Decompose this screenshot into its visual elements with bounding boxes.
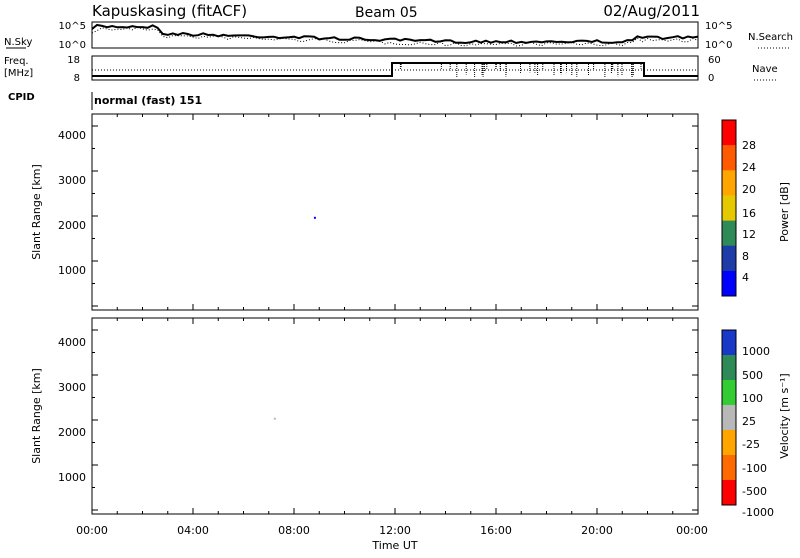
xtick-2: 08:00 (278, 524, 310, 537)
power-colorbar-box (722, 220, 736, 247)
xtick-4: 16:00 (480, 524, 512, 537)
velocity-colorbar-box (722, 430, 736, 456)
power-cb-tick-8: 8 (742, 250, 749, 263)
velocity-colorbar-box (722, 455, 736, 481)
power-colorbar-box (722, 195, 736, 221)
power-axis-ticks (91, 114, 699, 310)
noise-left-tick-top: 10^5 (59, 21, 86, 32)
power-ytick-1000: 1000 (58, 264, 86, 277)
power-cb-tick-28: 28 (742, 139, 756, 152)
velocity-ytick-2000: 2000 (58, 426, 86, 439)
power-cb-tick-16: 16 (742, 207, 756, 220)
velocity-colorbar-boxes (722, 330, 736, 506)
freq-label-line1: Freq. (4, 56, 29, 67)
noise-panel: N.Sky 10^5 10^0 10^5 10^0 N.Search (4, 21, 793, 51)
noise-right-tick-bottom: 10^0 (705, 40, 732, 51)
freq-line (92, 62, 698, 77)
power-colorbar-box (722, 245, 736, 272)
power-cb-tick-4: 4 (742, 271, 749, 284)
velocity-ylabel: Slant Range [km] (30, 368, 43, 464)
velocity-cell (273, 417, 276, 420)
nave-tick-bottom: 0 (708, 73, 714, 84)
velocity-cb-tick-neg500: -500 (742, 485, 767, 498)
noise-search-label: N.Search (748, 32, 793, 43)
nave-drops (399, 64, 642, 78)
power-panel: Slant Range [km] 4000 3000 2000 1000 (30, 113, 699, 311)
velocity-cb-tick-1000: 1000 (742, 345, 770, 358)
velocity-panel: Slant Range [km] 4000 3000 2000 1000 (30, 317, 699, 515)
velocity-colorbar-title: Velocity [m s⁻¹] (778, 373, 791, 458)
freq-label-line2: [MHz] (4, 68, 33, 79)
freq-tick-top: 18 (67, 55, 80, 66)
power-colorbar-box (722, 170, 736, 196)
power-heatmap (313, 216, 316, 219)
power-cell (313, 216, 316, 219)
velocity-colorbar: 1000 500 100 25 -25 -100 -500 -1000 Velo… (721, 329, 791, 519)
noise-left-tick-bottom: 10^0 (59, 40, 86, 51)
velocity-cb-tick-neg1000: -1000 (742, 506, 774, 519)
noise-search-line (91, 26, 699, 47)
velocity-cb-tick-25: 25 (742, 415, 756, 428)
velocity-colorbar-box (722, 480, 736, 506)
date-label: 02/Aug/2011 (603, 2, 700, 20)
power-colorbar-box (722, 145, 736, 171)
power-colorbar-title: Power [dB] (778, 182, 791, 242)
freq-tick-bottom: 8 (74, 73, 80, 84)
velocity-ytick-3000: 3000 (58, 381, 86, 394)
power-ylabel: Slant Range [km] (30, 164, 43, 260)
velocity-panel-bg (92, 318, 698, 514)
velocity-cb-tick-500: 500 (742, 369, 763, 382)
velocity-heatmap (273, 417, 276, 420)
velocity-cb-tick-neg25: -25 (742, 438, 760, 451)
power-ytick-3000: 3000 (58, 174, 86, 187)
velocity-axis-ticks (91, 318, 699, 514)
velocity-colorbar-box (722, 330, 736, 356)
velocity-ytick-4000: 4000 (58, 336, 86, 349)
cpid-mode: normal (fast) 151 (94, 94, 202, 107)
velocity-colorbar-box (722, 405, 736, 431)
noise-panel-frame (91, 21, 699, 49)
power-cb-tick-12: 12 (742, 228, 756, 241)
freq-panel: Freq. [MHz] 18 8 60 0 Nave (4, 55, 778, 84)
xtick-6: 00:00 (676, 524, 708, 537)
power-ytick-2000: 2000 (58, 219, 86, 232)
xtick-0: 00:00 (76, 524, 108, 537)
xtick-5: 20:00 (581, 524, 613, 537)
nave-tick-top: 60 (708, 55, 721, 66)
velocity-colorbar-frame (721, 329, 737, 506)
velocity-ytick-1000: 1000 (58, 471, 86, 484)
xaxis-label: Time UT (371, 539, 417, 552)
velocity-colorbar-box (722, 355, 736, 381)
power-ytick-4000: 4000 (58, 129, 86, 142)
velocity-colorbar-box (722, 380, 736, 406)
freq-panel-frame (91, 55, 699, 81)
velocity-cb-tick-neg100: -100 (742, 462, 767, 475)
power-colorbar-frame (721, 119, 737, 297)
noise-sky-line (91, 23, 699, 45)
power-colorbar: 28 24 20 16 12 8 4 Power [dB] (721, 119, 791, 297)
power-panel-bg (92, 114, 698, 310)
power-cb-tick-24: 24 (742, 161, 756, 174)
power-colorbar-box (722, 120, 736, 146)
power-cb-tick-20: 20 (742, 183, 756, 196)
velocity-cb-tick-100: 100 (742, 392, 763, 405)
nave-label: Nave (752, 64, 778, 75)
noise-right-tick-top: 10^5 (705, 21, 732, 32)
xtick-1: 04:00 (177, 524, 209, 537)
beam-label: Beam 05 (355, 5, 418, 21)
xtick-3: 12:00 (379, 524, 411, 537)
power-colorbar-box (722, 270, 736, 297)
power-colorbar-boxes (722, 120, 736, 297)
station-title: Kapuskasing (fitACF) (92, 2, 247, 20)
noise-sky-label: N.Sky (4, 37, 32, 48)
cpid-label: CPID (8, 92, 35, 103)
